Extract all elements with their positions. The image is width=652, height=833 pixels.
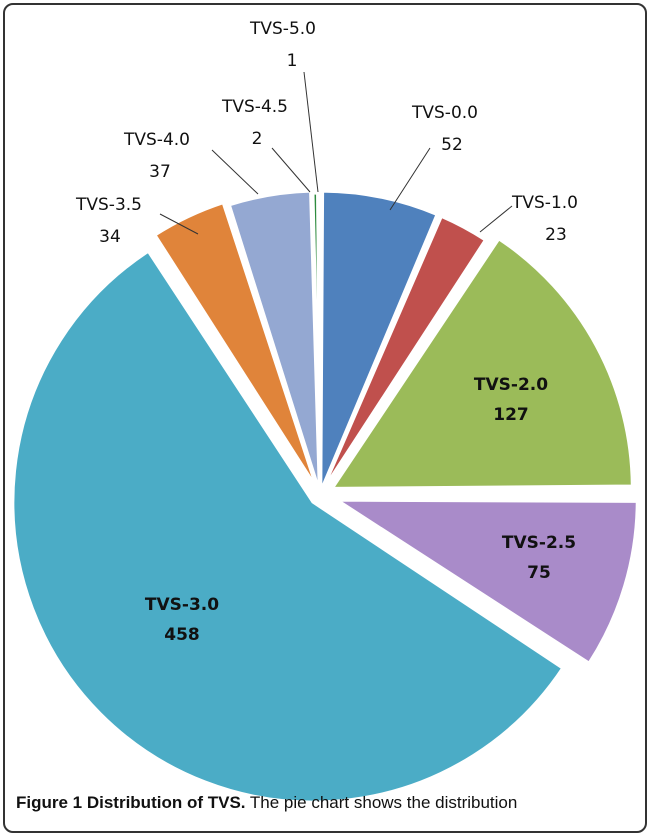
slice-label-tvs-2-5: TVS-2.5 — [502, 533, 576, 553]
slice-label-tvs-4-5: TVS-4.5 — [221, 97, 288, 117]
slice-label-tvs-2-0: TVS-2.0 — [474, 375, 548, 395]
leader-line-tvs-4-5 — [271, 147, 311, 193]
pie-slice-tvs-3-0 — [11, 249, 565, 804]
caption-text: The pie chart shows the distribution — [245, 793, 518, 812]
slice-value-tvs-4-5: 2 — [252, 129, 263, 149]
slice-value-tvs-3-5: 34 — [99, 227, 121, 247]
leader-line-tvs-5-0 — [303, 71, 319, 193]
pie-slice-tvs-1-0 — [320, 214, 488, 493]
slice-value-tvs-2-0: 127 — [493, 405, 529, 425]
pie-slice-tvs-3-5 — [152, 200, 318, 489]
slice-value-tvs-1-0: 23 — [545, 225, 567, 245]
slice-label-tvs-3-5: TVS-3.5 — [75, 195, 142, 215]
caption-label: Figure 1 Distribution of TVS. — [16, 793, 246, 812]
slice-label-tvs-3-0: TVS-3.0 — [145, 595, 219, 615]
leader-line-tvs-3-5 — [159, 213, 199, 235]
slice-value-tvs-5-0: 1 — [287, 51, 298, 71]
slice-label-tvs-4-0: TVS-4.0 — [123, 130, 190, 150]
slice-value-tvs-3-0: 458 — [164, 625, 200, 645]
slice-label-tvs-1-0: TVS-1.0 — [511, 193, 578, 213]
slice-value-tvs-4-0: 37 — [149, 162, 171, 182]
slice-label-tvs-0-0: TVS-0.0 — [411, 103, 478, 123]
pie-slice-tvs-5-0 — [316, 191, 322, 494]
slice-value-tvs-0-0: 52 — [441, 135, 463, 155]
pie-slice-tvs-4-0 — [227, 189, 321, 492]
pie-slice-tvs-2-5 — [332, 498, 639, 666]
pie-slice-tvs-2-0 — [329, 236, 634, 490]
leader-line-tvs-1-0 — [479, 205, 513, 233]
leader-line-tvs-4-0 — [211, 149, 259, 195]
leader-line-tvs-0-0 — [389, 147, 431, 211]
slice-label-tvs-5-0: TVS-5.0 — [249, 19, 316, 39]
figure-caption: Figure 1 Distribution of TVS. The pie ch… — [16, 793, 652, 813]
pie-slice-tvs-0-0 — [319, 189, 440, 492]
slice-value-tvs-2-5: 75 — [527, 563, 551, 583]
